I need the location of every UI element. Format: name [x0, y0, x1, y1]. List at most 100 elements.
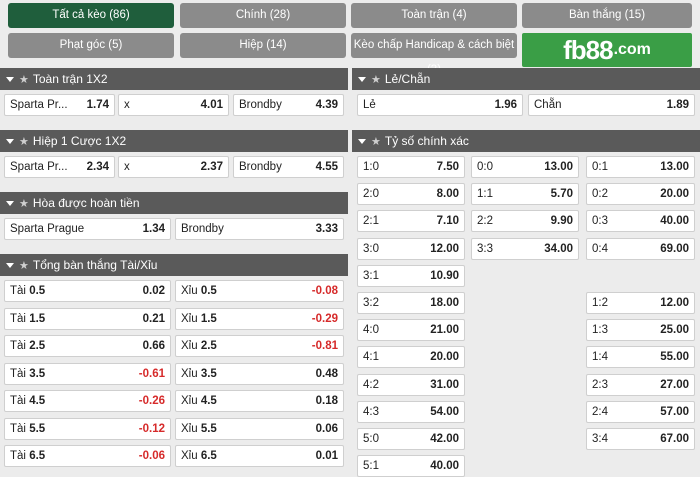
- score-odds-cell[interactable]: 4:0 21.00: [357, 319, 465, 342]
- tab-main[interactable]: Chính (28): [180, 3, 346, 28]
- odds-over[interactable]: Tài 6.5 -0.06: [4, 445, 171, 467]
- over-label: Tài 1.5: [10, 309, 45, 330]
- score-odds-cell[interactable]: 2:1 7.10: [357, 210, 465, 233]
- even-label: Chẵn: [534, 99, 562, 111]
- odds-over[interactable]: Tài 3.5 -0.61: [4, 362, 171, 385]
- odds-value: 1.89: [666, 99, 689, 111]
- score-odds-cell[interactable]: 1:4 55.00: [586, 346, 695, 369]
- score-odds-cell[interactable]: 1:0 7.50: [357, 156, 465, 178]
- odds-odd[interactable]: Lẻ 1.96: [357, 94, 523, 116]
- odds-label: 1:4: [592, 351, 608, 364]
- under-word: Xỉu: [181, 285, 198, 297]
- odds-value: 27.00: [660, 378, 689, 391]
- odds-value: 8.00: [436, 188, 459, 201]
- score-odds-cell[interactable]: 1:2 12.00: [586, 292, 695, 314]
- odds-label: 4:2: [363, 378, 379, 391]
- tab-corners[interactable]: Phạt góc (5): [8, 33, 174, 58]
- team-label: Sparta Pr...: [10, 99, 68, 111]
- odds-under[interactable]: Xỉu 4.5 0.18: [175, 390, 344, 412]
- odds-over[interactable]: Tài 0.5 0.02: [4, 280, 171, 302]
- odds-under[interactable]: Xỉu 0.5 -0.08: [175, 280, 344, 302]
- odds-value: 2.34: [86, 161, 109, 173]
- score-odds-cell[interactable]: 5:1 40.00: [357, 455, 465, 477]
- section-title: Tổng bàn thắng Tài/Xỉu: [32, 258, 158, 272]
- section-header-correct-score[interactable]: ★ Tỷ số chính xác: [352, 130, 700, 152]
- score-odds-cell[interactable]: 4:1 20.00: [357, 346, 465, 369]
- score-odds-cell[interactable]: 3:1 10.90: [357, 264, 465, 287]
- score-odds-cell[interactable]: 0:1 13.00: [586, 156, 695, 178]
- odds-value: 10.90: [430, 269, 459, 282]
- odds-over[interactable]: Tài 5.5 -0.12: [4, 417, 171, 440]
- under-label: Xỉu 3.5: [181, 364, 217, 385]
- odds-over[interactable]: Tài 4.5 -0.26: [4, 390, 171, 412]
- odds-value: 7.50: [436, 161, 459, 173]
- odds-value: 31.00: [430, 378, 459, 391]
- score-odds-cell[interactable]: 4:3 54.00: [357, 400, 465, 423]
- score-odds-cell[interactable]: 3:0 12.00: [357, 237, 465, 260]
- odds-under[interactable]: Xỉu 2.5 -0.81: [175, 335, 344, 357]
- collapse-arrow-icon: [6, 139, 14, 145]
- section-header-odd-even[interactable]: ★ Lẻ/Chẵn: [352, 68, 700, 90]
- odds-away[interactable]: Brondby 4.55: [233, 156, 344, 178]
- collapse-arrow-icon: [6, 77, 14, 83]
- score-odds-cell[interactable]: 2:4 57.00: [586, 400, 695, 423]
- score-odds-cell[interactable]: 3:3 34.00: [471, 237, 579, 260]
- odds-value: 13.00: [544, 161, 573, 173]
- star-icon[interactable]: ★: [19, 198, 29, 210]
- odds-under[interactable]: Xỉu 5.5 0.06: [175, 417, 344, 440]
- tab-half[interactable]: Hiệp (14): [180, 33, 346, 58]
- tab-all[interactable]: Tất cả kèo (86): [8, 3, 174, 28]
- goal-line: 2.5: [29, 340, 46, 352]
- odds-draw[interactable]: x 2.37: [118, 156, 229, 178]
- tab-goals[interactable]: Bàn thắng (15): [522, 3, 692, 28]
- goal-line: 0.5: [29, 285, 46, 297]
- odds-away[interactable]: Brondby 3.33: [175, 218, 344, 240]
- tab-full-match[interactable]: Toàn trận (4): [351, 3, 517, 28]
- over-label: Tài 6.5: [10, 446, 45, 467]
- score-odds-cell[interactable]: 0:0 13.00: [471, 156, 579, 178]
- score-odds-cell[interactable]: 5:0 42.00: [357, 428, 465, 450]
- score-odds-cell[interactable]: 0:2 20.00: [586, 183, 695, 206]
- odds-away[interactable]: Brondby 4.39: [233, 94, 344, 116]
- star-icon[interactable]: ★: [19, 260, 29, 272]
- fb88-logo[interactable]: fb88 .com: [522, 33, 692, 67]
- section-header-half-1x2[interactable]: ★ Hiệp 1 Cược 1X2: [0, 130, 348, 152]
- odds-under[interactable]: Xỉu 6.5 0.01: [175, 445, 344, 467]
- section-header-total-goals[interactable]: ★ Tổng bàn thắng Tài/Xỉu: [0, 254, 348, 276]
- score-odds-cell[interactable]: 1:1 5.70: [471, 183, 579, 206]
- odds-value: 40.00: [430, 460, 459, 473]
- score-odds-cell[interactable]: 2:0 8.00: [357, 183, 465, 206]
- score-odds-cell[interactable]: 2:2 9.90: [471, 210, 579, 233]
- odds-even[interactable]: Chẵn 1.89: [528, 94, 695, 116]
- odds-value: -0.81: [311, 340, 338, 352]
- tab-handicap[interactable]: Kèo chấp Handicap & cách biệt (3): [351, 33, 517, 76]
- odds-draw[interactable]: x 4.01: [118, 94, 229, 116]
- score-odds-cell[interactable]: 0:4 69.00: [586, 237, 695, 260]
- odds-home[interactable]: Sparta Pr... 1.74: [4, 94, 115, 116]
- odds-home[interactable]: Sparta Prague 1.34: [4, 218, 171, 240]
- star-icon[interactable]: ★: [371, 136, 381, 148]
- odds-home[interactable]: Sparta Pr... 2.34: [4, 156, 115, 178]
- section-header-full-1x2[interactable]: ★ Toàn trận 1X2: [0, 68, 348, 90]
- odds-over[interactable]: Tài 2.5 0.66: [4, 335, 171, 357]
- odds-label: 1:0: [363, 161, 379, 173]
- odds-under[interactable]: Xỉu 3.5 0.48: [175, 362, 344, 385]
- score-odds-cell[interactable]: 2:3 27.00: [586, 373, 695, 396]
- score-odds-cell[interactable]: 4:2 31.00: [357, 373, 465, 396]
- score-odds-cell[interactable]: 3:2 18.00: [357, 292, 465, 314]
- score-odds-cell[interactable]: 0:3 40.00: [586, 210, 695, 233]
- odds-over[interactable]: Tài 1.5 0.21: [4, 307, 171, 330]
- star-icon[interactable]: ★: [371, 74, 381, 86]
- star-icon[interactable]: ★: [19, 74, 29, 86]
- score-odds-cell[interactable]: 3:4 67.00: [586, 428, 695, 450]
- under-word: Xỉu: [181, 422, 198, 435]
- odds-under[interactable]: Xỉu 1.5 -0.29: [175, 307, 344, 330]
- odds-label: 2:2: [477, 215, 493, 228]
- collapse-arrow-icon: [6, 263, 14, 269]
- under-label: Xỉu 0.5: [181, 281, 217, 302]
- odds-label: 0:4: [592, 242, 608, 255]
- score-odds-cell[interactable]: 1:3 25.00: [586, 319, 695, 342]
- section-header-draw-refund[interactable]: ★ Hòa được hoàn tiền: [0, 192, 348, 214]
- star-icon[interactable]: ★: [19, 136, 29, 148]
- odds-value: 67.00: [660, 433, 689, 445]
